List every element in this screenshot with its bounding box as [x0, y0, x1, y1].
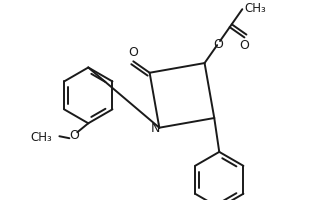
Text: O: O: [69, 129, 79, 142]
Text: O: O: [213, 38, 223, 51]
Text: CH₃: CH₃: [244, 2, 266, 15]
Text: CH₃: CH₃: [31, 131, 52, 144]
Text: O: O: [239, 39, 249, 52]
Text: O: O: [128, 46, 138, 59]
Text: N: N: [151, 122, 160, 135]
